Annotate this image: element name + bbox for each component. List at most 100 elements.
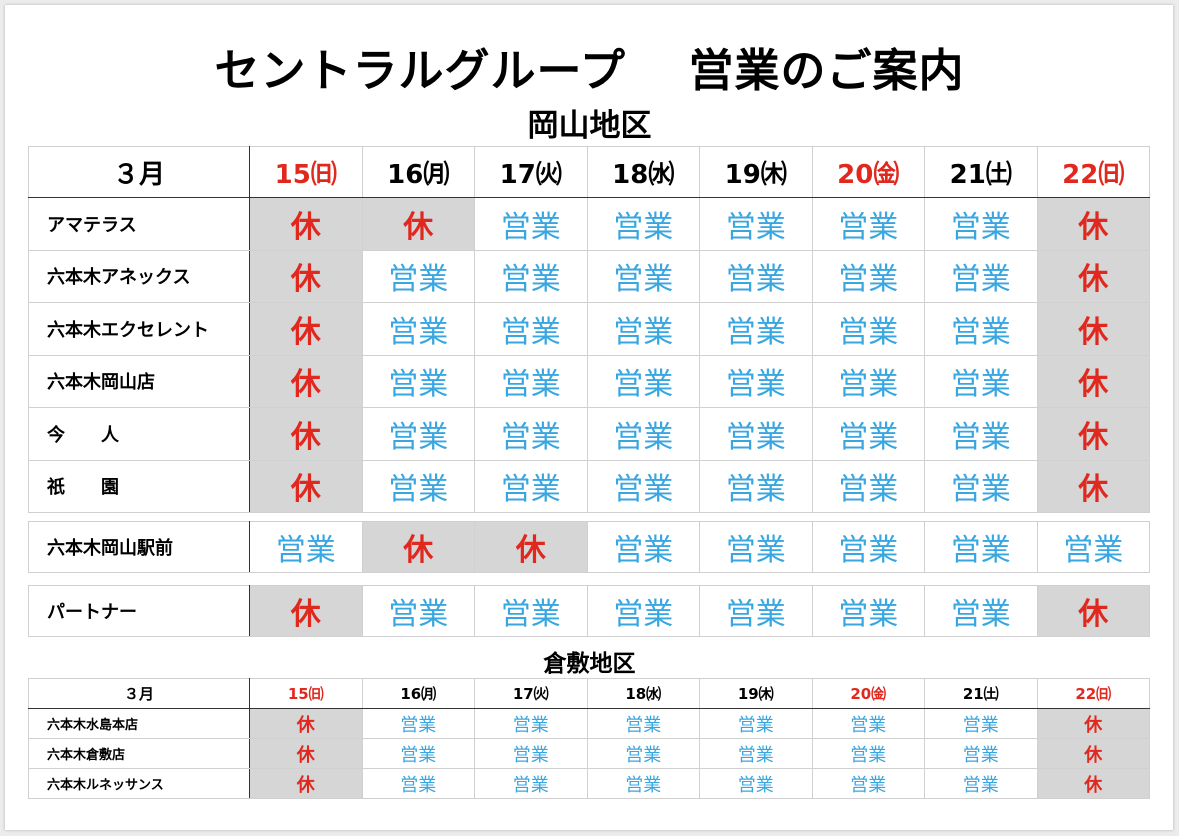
status-cell: 営業 <box>699 302 813 356</box>
store-row: 六本木水島本店休営業 営業 営業 営業 営業 営業休 <box>28 708 1150 739</box>
status-cell: 営業 <box>699 708 813 739</box>
status-cell: 営業 <box>586 354 700 408</box>
status-cell: 営業 <box>474 585 588 637</box>
status-cell: 営業 <box>811 302 925 356</box>
store-name: 六本木倉敷店 <box>28 738 250 769</box>
store-row: 六本木ルネッサンス休営業 営業 営業 営業 営業 営業休 <box>28 768 1150 799</box>
status-cell: 営業 <box>361 585 475 637</box>
status-cell: 休 <box>1036 738 1150 769</box>
status-cell: 営業 <box>924 354 1038 408</box>
status-cell: 営業 <box>924 249 1038 303</box>
status-cell: 営業 <box>361 249 475 303</box>
store-name: 六本木水島本店 <box>28 708 250 739</box>
status-cell: 営業 <box>811 249 925 303</box>
status-cell: 休 <box>249 249 363 303</box>
day-header: 22㈰ <box>1036 146 1150 198</box>
status-cell: 営業 <box>924 768 1038 799</box>
status-cell: 営業 <box>474 354 588 408</box>
status-cell: 営業 <box>924 738 1038 769</box>
partner-store-table: パートナー休営業 営業 営業 営業 営業 営業休 <box>28 585 1150 637</box>
status-cell: 営業 <box>474 197 588 251</box>
store-name: 六本木アネックス <box>28 249 250 303</box>
store-row: 六本木倉敷店休営業 営業 営業 営業 営業 営業休 <box>28 738 1150 769</box>
status-cell: 休 <box>1036 302 1150 356</box>
store-name: 六本木岡山駅前 <box>28 521 250 573</box>
status-cell: 営業 <box>474 708 588 739</box>
month-label: ３月 <box>28 678 250 709</box>
day-header: 16㈪ <box>361 678 475 709</box>
status-cell: 休 <box>1036 459 1150 513</box>
status-cell: 営業 <box>361 407 475 461</box>
status-cell: 休 <box>249 197 363 251</box>
status-cell: 休 <box>1036 768 1150 799</box>
status-cell: 営業 <box>699 738 813 769</box>
kurashiki-schedule-table: ３月 15㈰ 16㈪ 17㈫ 18㈬ 19㈭ 20㈮ 21㈯ 22㈰ 六本木水島… <box>28 678 1150 799</box>
status-cell: 休 <box>249 585 363 637</box>
store-name: 祇 園 <box>28 459 250 513</box>
store-row: 六本木岡山駅前 営業休休営業 営業 営業 営業 営業 <box>28 521 1150 573</box>
status-cell: 休 <box>1036 354 1150 408</box>
status-cell: 休 <box>249 459 363 513</box>
status-cell: 営業 <box>361 459 475 513</box>
status-cell: 休 <box>1036 407 1150 461</box>
status-cell: 営業 <box>811 768 925 799</box>
table-header-row: ３月 15㈰ 16㈪ 17㈫ 18㈬ 19㈭ 20㈮ 21㈯ 22㈰ <box>28 678 1150 709</box>
status-cell: 営業 <box>474 302 588 356</box>
status-cell: 営業 <box>924 302 1038 356</box>
status-cell: 営業 <box>586 302 700 356</box>
store-row: 六本木アネックス休営業 営業 営業 営業 営業 営業休 <box>28 249 1150 303</box>
day-header: 19㈭ <box>699 678 813 709</box>
store-row: 今 人休営業 営業 営業 営業 営業 営業休 <box>28 407 1150 461</box>
status-cell: 営業 <box>699 354 813 408</box>
store-name: 六本木エクセレント <box>28 302 250 356</box>
status-cell: 営業 <box>811 459 925 513</box>
day-header: 16㈪ <box>361 146 475 198</box>
status-cell: 休 <box>361 197 475 251</box>
store-name: パートナー <box>28 585 250 637</box>
status-cell: 営業 <box>1036 521 1150 573</box>
status-cell: 営業 <box>586 459 700 513</box>
status-cell: 営業 <box>811 521 925 573</box>
status-cell: 営業 <box>586 708 700 739</box>
region-title-kurashiki: 倉敷地区 <box>543 650 636 677</box>
day-header: 22㈰ <box>1036 678 1150 709</box>
status-cell: 営業 <box>699 585 813 637</box>
day-header: 21㈯ <box>924 146 1038 198</box>
status-cell: 営業 <box>811 197 925 251</box>
status-cell: 営業 <box>699 768 813 799</box>
store-name: アマテラス <box>28 197 250 251</box>
status-cell: 営業 <box>474 407 588 461</box>
month-label: ３月 <box>28 146 250 198</box>
status-cell: 休 <box>249 738 363 769</box>
store-row: 六本木岡山店休営業 営業 営業 営業 営業 営業休 <box>28 354 1150 408</box>
day-header: 17㈫ <box>474 678 588 709</box>
day-header: 20㈮ <box>811 678 925 709</box>
status-cell: 休 <box>1036 197 1150 251</box>
page-title: セントラルグループ 営業のご案内 <box>214 44 965 97</box>
day-header: 15㈰ <box>249 146 363 198</box>
status-cell: 営業 <box>586 585 700 637</box>
status-cell: 休 <box>249 354 363 408</box>
status-cell: 営業 <box>361 768 475 799</box>
status-cell: 営業 <box>361 302 475 356</box>
status-cell: 営業 <box>699 249 813 303</box>
status-cell: 営業 <box>699 197 813 251</box>
status-cell: 営業 <box>586 768 700 799</box>
status-cell: 営業 <box>474 738 588 769</box>
status-cell: 営業 <box>811 585 925 637</box>
status-cell: 営業 <box>586 521 700 573</box>
status-cell: 営業 <box>924 407 1038 461</box>
status-cell: 営業 <box>811 738 925 769</box>
status-cell: 営業 <box>811 708 925 739</box>
status-cell: 営業 <box>699 407 813 461</box>
status-cell: 休 <box>249 768 363 799</box>
status-cell: 営業 <box>811 354 925 408</box>
day-header: 20㈮ <box>811 146 925 198</box>
status-cell: 営業 <box>811 407 925 461</box>
day-header: 18㈬ <box>586 146 700 198</box>
store-name: 今 人 <box>28 407 250 461</box>
status-cell: 休 <box>1036 708 1150 739</box>
status-cell: 営業 <box>249 521 363 573</box>
status-cell: 営業 <box>474 768 588 799</box>
status-cell: 休 <box>249 708 363 739</box>
